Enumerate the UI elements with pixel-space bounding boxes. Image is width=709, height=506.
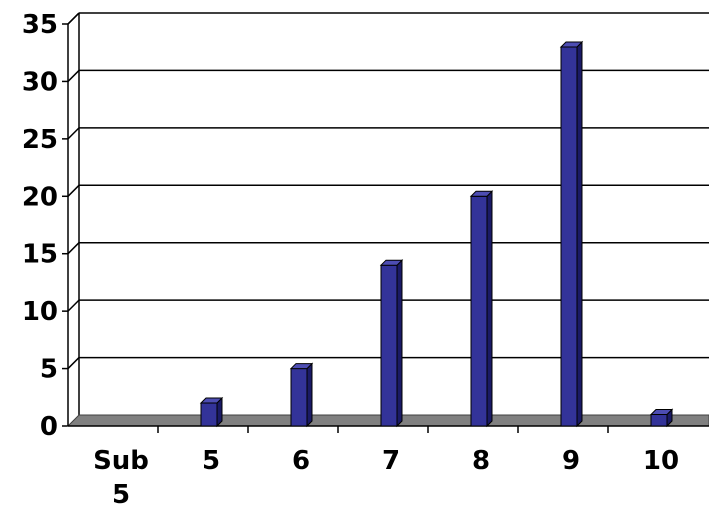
bar-front	[470, 195, 488, 427]
bar-side	[576, 40, 583, 428]
bar-front	[290, 368, 308, 427]
y-tick-label: 25	[22, 125, 58, 155]
x-tick-label: Sub 5	[93, 446, 149, 506]
gridline-side	[67, 69, 80, 82]
gridline-side	[67, 357, 80, 370]
x-tick-label: 9	[562, 446, 580, 476]
bar-front	[650, 414, 668, 427]
bars	[199, 40, 674, 428]
x-tick-label: 5	[202, 446, 220, 476]
bar-5	[199, 396, 224, 428]
bar-10	[649, 408, 674, 428]
bar-side	[306, 362, 313, 428]
gridline-side	[67, 184, 80, 197]
y-tick-label: 0	[40, 412, 58, 442]
bar-top	[289, 363, 314, 370]
y-tick-label: 5	[40, 355, 58, 385]
x-tick-label: 10	[643, 446, 679, 476]
bar-top	[559, 41, 584, 48]
gridline-side	[67, 127, 80, 140]
bar-top	[379, 259, 404, 266]
gridlines	[67, 12, 709, 370]
y-tick-label: 15	[22, 240, 58, 270]
y-axis-top-edge	[67, 12, 80, 25]
bar-front	[200, 402, 218, 427]
x-tick-label: 7	[382, 446, 400, 476]
bar-9	[559, 40, 584, 428]
bar-side	[486, 190, 493, 428]
bar-top	[199, 397, 224, 404]
bar-7	[379, 258, 404, 428]
gridline-side	[67, 299, 80, 312]
bar-side	[396, 258, 403, 428]
bar-8	[469, 190, 494, 428]
x-tick-label: 8	[472, 446, 490, 476]
bar-front	[560, 46, 578, 427]
bar-top	[649, 409, 674, 416]
y-tick-label: 35	[22, 10, 58, 40]
y-tick-label: 20	[22, 182, 58, 212]
bar-front	[380, 264, 398, 427]
y-axis-tick-labels: 0 5 10 15 20 25 30 35	[22, 10, 58, 442]
bar-6	[289, 362, 314, 428]
x-axis-tick-labels: Sub 5 5 6 7 8 9 10	[93, 446, 679, 506]
y-tick-label: 10	[22, 297, 58, 327]
gridline-side	[67, 242, 80, 255]
y-tick-label: 30	[22, 67, 58, 97]
bar-top	[469, 190, 494, 197]
x-tick-label: 6	[292, 446, 310, 476]
